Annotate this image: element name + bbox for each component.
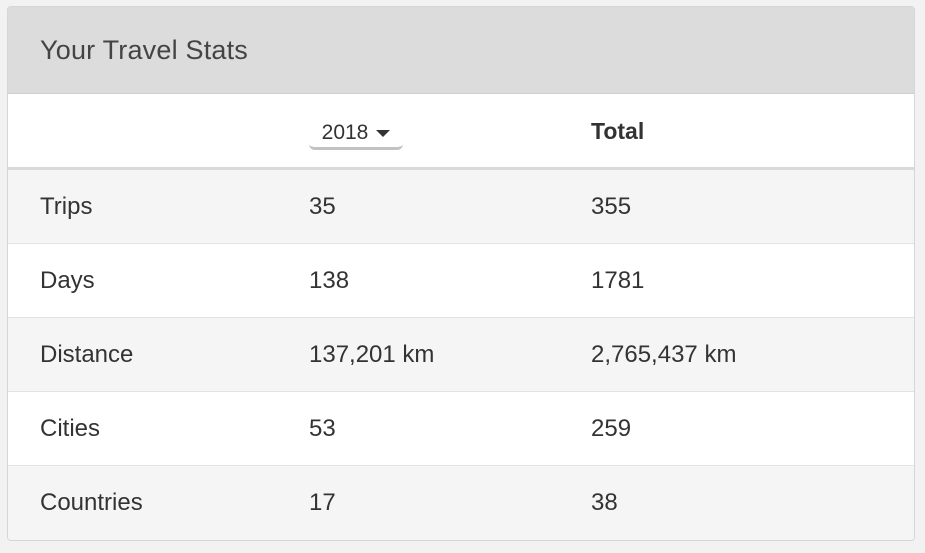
table-row: Days 138 1781 [8,244,914,318]
row-total-value: 2,765,437 km [591,340,737,368]
row-label: Cities [40,414,101,442]
year-dropdown[interactable]: 2018 [309,118,403,150]
row-year-value: 17 [309,489,336,516]
table-row: Distance 137,201 km 2,765,437 km [8,318,914,392]
row-label: Countries [40,489,143,516]
table-row: Countries 17 38 [8,466,914,540]
total-column-header: Total [591,118,645,144]
stats-table-body: Trips 35 355 Days 138 1781 Distance 137,… [8,170,914,540]
row-year-value: 35 [309,192,336,220]
table-header-row: 2018 Total [8,94,914,170]
card-header: Your Travel Stats [8,7,914,94]
row-total-value: 259 [591,414,632,442]
row-label: Trips [40,192,93,220]
table-row: Cities 53 259 [8,392,914,466]
row-year-value: 53 [309,414,336,442]
card-title: Your Travel Stats [40,34,249,65]
row-year-value: 137,201 km [309,340,435,368]
year-dropdown-value: 2018 [321,120,369,144]
row-total-value: 38 [591,489,618,516]
row-label: Days [40,266,95,294]
caret-down-icon [376,130,391,137]
row-year-value: 138 [309,266,350,294]
travel-stats-card: Your Travel Stats 2018 Total Trips 35 35… [7,6,915,541]
row-label: Distance [40,340,134,368]
table-row: Trips 35 355 [8,170,914,244]
row-total-value: 1781 [591,266,645,294]
row-total-value: 355 [591,192,632,220]
